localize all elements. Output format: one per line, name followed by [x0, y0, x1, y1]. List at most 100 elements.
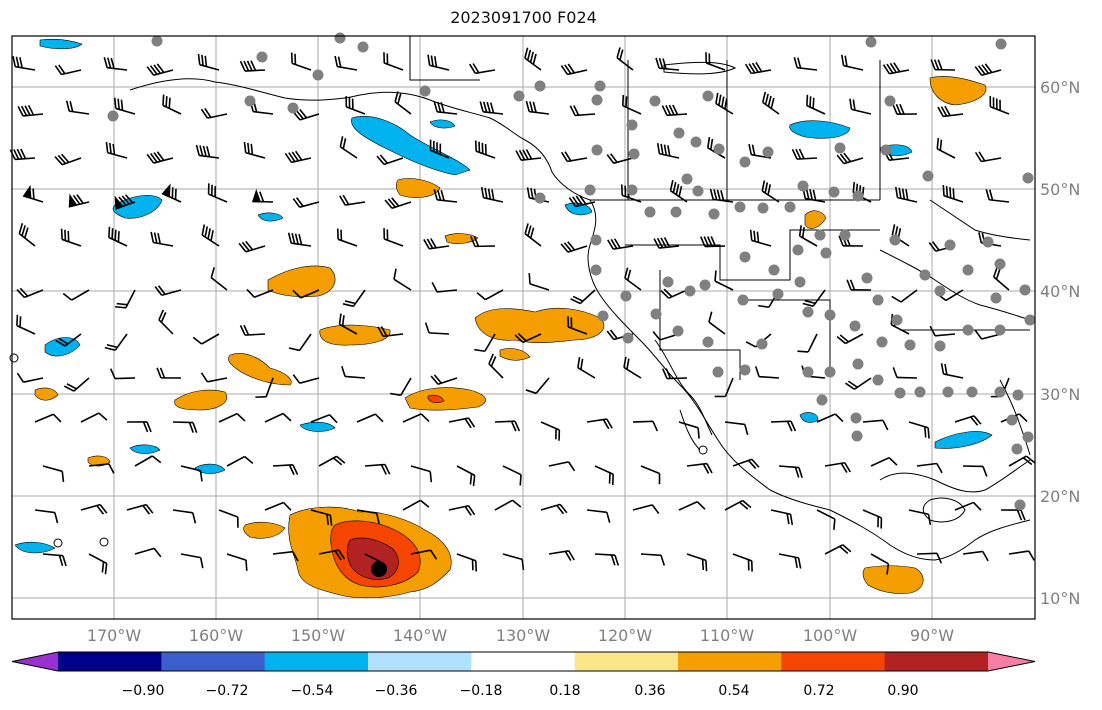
wind-barb: [744, 62, 772, 75]
wind-barb: [448, 504, 476, 516]
station-marker: [861, 272, 873, 284]
wind-barb: [797, 333, 818, 353]
station-marker: [650, 308, 662, 320]
wind-barb: [12, 56, 36, 71]
storm-center-marker: [371, 561, 387, 577]
wind-barb: [63, 377, 90, 392]
wind-barb: [793, 57, 818, 71]
wind-barb: [929, 325, 956, 337]
station-marker: [757, 202, 769, 214]
station-marker: [792, 244, 804, 256]
lon-label: 100°W: [803, 626, 858, 645]
wind-barb: [540, 421, 561, 441]
wind-barb: [218, 412, 246, 423]
station-marker: [591, 144, 603, 156]
station-marker: [852, 190, 864, 202]
wind-barb: [284, 150, 312, 164]
wind-barb: [17, 105, 44, 117]
station-marker: [849, 320, 861, 332]
wind-barb: [937, 105, 964, 118]
wind-barb: [180, 553, 204, 569]
wind-barb: [494, 420, 521, 432]
wind-barb: [732, 553, 753, 572]
wind-barb: [109, 368, 136, 380]
station-marker: [824, 309, 836, 321]
wind-barb: [1008, 550, 1035, 561]
station-marker: [591, 94, 603, 106]
wind-barb: [356, 413, 384, 423]
wind-barb: [661, 104, 688, 117]
station-marker: [681, 173, 693, 185]
wind-barb: [115, 289, 136, 309]
colorbar-segment: [368, 652, 472, 671]
station-marker: [820, 247, 832, 259]
wind-barb: [68, 193, 90, 208]
lat-label: 50°N: [1040, 180, 1080, 199]
wind-barb: [126, 421, 152, 433]
wind-barb: [342, 289, 366, 308]
station-marker: [584, 184, 596, 196]
colorbar-segment: [574, 652, 679, 671]
station-marker: [995, 38, 1007, 50]
wind-barb: [916, 462, 943, 474]
colorbar-tick: −0.36: [375, 683, 418, 699]
station-marker: [891, 314, 903, 326]
station-marker: [620, 290, 632, 302]
wind-barb: [65, 100, 90, 115]
wind-barb: [846, 279, 872, 291]
wind-barb: [560, 63, 588, 76]
station-marker: [797, 180, 809, 192]
wind-barb: [974, 63, 1002, 77]
wind-barb: [154, 285, 182, 297]
wind-barb: [480, 186, 504, 203]
wind-barb: [424, 322, 450, 335]
wind-barb: [390, 377, 412, 397]
wind-barb: [548, 549, 575, 561]
station-marker: [672, 325, 684, 337]
wind-barb: [560, 151, 588, 163]
wind-barb: [862, 419, 889, 431]
station-marker: [919, 269, 931, 281]
wind-barb: [841, 54, 864, 71]
station-marker: [872, 294, 884, 306]
station-marker: [662, 276, 674, 288]
station-marker: [982, 236, 994, 248]
wind-barb: [594, 465, 615, 486]
station-marker: [712, 366, 724, 378]
colorbar-tick: 0.36: [634, 683, 665, 699]
wind-barb: [962, 465, 988, 477]
station-marker: [814, 229, 826, 241]
wind-barb: [891, 289, 918, 303]
wind-barb: [632, 420, 659, 432]
wind-barb: [749, 229, 772, 247]
colorbar-segment: [781, 652, 886, 671]
station-marker: [990, 292, 1002, 304]
wind-barb: [502, 553, 525, 571]
wind-barb: [210, 267, 228, 291]
lon-label: 110°W: [700, 626, 755, 645]
station-marker: [762, 146, 774, 158]
wind-barb: [156, 367, 182, 379]
wind-barb: [255, 377, 274, 398]
station-marker: [419, 85, 431, 97]
lat-label: 30°N: [1040, 385, 1080, 404]
wind-barb: [1008, 455, 1036, 467]
wind-barb: [474, 333, 496, 353]
wind-barb: [469, 63, 496, 75]
station-marker: [513, 90, 525, 102]
wind-barb: [586, 509, 611, 523]
wind-barb: [802, 187, 826, 203]
lon-label: 120°W: [598, 626, 653, 645]
wind-barb: [200, 372, 228, 383]
wind-barb: [660, 288, 688, 299]
coastlines-borders: [9, 36, 1031, 561]
lon-label: 160°W: [189, 626, 244, 645]
station-marker: [994, 324, 1006, 336]
station-marker: [851, 430, 863, 442]
colorbar-tick: −0.54: [291, 683, 334, 699]
wind-barb: [474, 140, 496, 159]
wind-barb: [882, 62, 910, 75]
wind-barb: [192, 333, 220, 345]
wind-barb: [42, 465, 65, 483]
